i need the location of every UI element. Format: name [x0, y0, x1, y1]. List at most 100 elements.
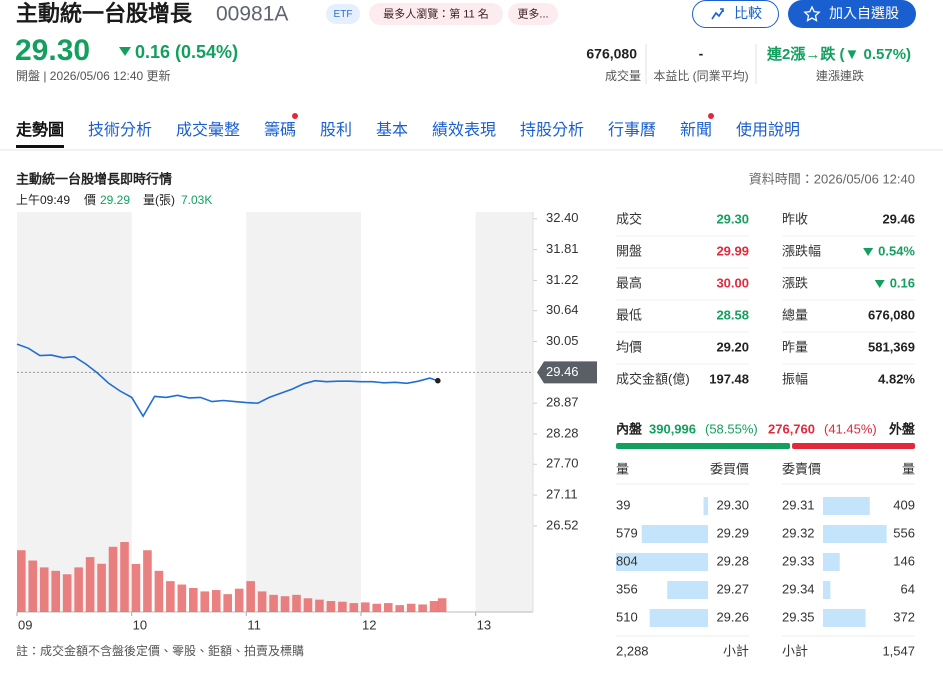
watchlist-label[interactable]: 加入自選股 — [829, 5, 899, 21]
ask-total-label: 小計 — [782, 643, 808, 658]
volume-bar — [326, 601, 336, 612]
volume-bar — [257, 591, 267, 612]
stat-label: 本益比 (同業平均) — [653, 69, 748, 83]
bid-price: 29.29 — [716, 525, 749, 540]
tab[interactable]: 基本 — [376, 121, 408, 139]
stat-label: 連漲連跌 — [816, 68, 864, 83]
inner-pct: (58.55%) — [705, 421, 758, 436]
volume-bar — [303, 598, 313, 612]
rank-pill[interactable]: 最多人瀏覽：第 11 名 — [383, 6, 489, 20]
stat-value: - — [699, 46, 704, 62]
y-tick-label: 28.28 — [546, 425, 579, 440]
watchlist-button[interactable] — [788, 0, 916, 28]
more-pill-bg[interactable] — [508, 3, 558, 25]
y-tick-label: 32.40 — [546, 210, 579, 225]
quote-label: 成交金額(億) — [616, 371, 690, 386]
ask-price: 29.32 — [782, 525, 815, 540]
y-tick-label: 30.64 — [546, 302, 579, 317]
y-tick-label: 31.81 — [546, 241, 579, 256]
y-tick-label: 26.52 — [546, 517, 579, 532]
quote-label: 最高 — [616, 275, 642, 290]
more-pill[interactable]: 更多... — [517, 6, 548, 20]
quote-value: 29.20 — [716, 339, 749, 354]
tab[interactable]: 股利 — [320, 121, 352, 139]
bid-volume: 804 — [616, 553, 638, 568]
ask-bar — [823, 525, 887, 543]
stock-title: 主動統一台股增長 — [16, 1, 193, 26]
quote-label: 總量 — [782, 307, 808, 322]
bid-price: 29.30 — [716, 497, 749, 512]
tab[interactable]: 新聞 — [680, 121, 712, 139]
volume-bar — [429, 601, 439, 612]
compare-label[interactable]: 比較 — [734, 5, 762, 21]
order-header: 量 — [902, 461, 915, 476]
quote-label: 振幅 — [782, 371, 808, 386]
compare-button[interactable] — [692, 0, 779, 28]
volume-bar — [200, 591, 210, 612]
ask-bar — [823, 581, 831, 599]
tab[interactable]: 使用說明 — [736, 121, 800, 139]
volume-bar — [437, 598, 447, 612]
hour-band — [475, 212, 533, 612]
x-tick-label: 12 — [362, 617, 376, 632]
quote-label: 最低 — [616, 307, 642, 322]
tab[interactable]: 成交彙整 — [176, 121, 240, 139]
last-point — [435, 377, 441, 384]
volume-bar — [39, 567, 49, 612]
volume-bar — [349, 603, 359, 612]
volume-bar — [418, 604, 427, 612]
down-icon — [874, 280, 885, 288]
tab[interactable]: 績效表現 — [432, 121, 496, 139]
tab[interactable]: 行事曆 — [608, 121, 656, 139]
rank-pill-bg[interactable] — [369, 3, 503, 25]
outer-label: 外盤 — [889, 421, 915, 436]
volume-bar — [166, 581, 175, 612]
chart-title: 主動統一台股增長即時行情 — [16, 171, 172, 186]
volume-bar — [131, 563, 141, 612]
outer-bar — [792, 443, 915, 449]
volume-bar — [74, 567, 83, 612]
tab[interactable]: 籌碼 — [264, 121, 296, 139]
quote-label: 昨收 — [782, 211, 808, 226]
reference-box — [537, 361, 597, 384]
ask-volume: 146 — [893, 553, 915, 568]
quote-value: 28.58 — [716, 307, 749, 322]
down-icon — [119, 47, 131, 56]
bid-total: 2,288 — [616, 643, 649, 658]
tab[interactable]: 技術分析 — [88, 121, 152, 139]
bid-price: 29.28 — [716, 553, 749, 568]
quote-value: 4.82% — [878, 371, 915, 386]
bid-bar — [616, 553, 708, 571]
quote-label: 開盤 — [616, 243, 642, 258]
quote-value: 0.16 — [890, 275, 915, 290]
volume-bar — [177, 584, 187, 612]
quote-label: 漲跌幅 — [782, 243, 821, 258]
tab-badge — [708, 113, 714, 119]
stat-value: 676,080 — [586, 46, 637, 62]
quote-value: 29.46 — [882, 211, 915, 226]
ask-volume: 64 — [901, 581, 915, 596]
etf-tag-bg — [326, 4, 360, 24]
star-icon — [803, 5, 821, 22]
stat-value: 連2漲→跌 (▼ 0.57%) — [766, 45, 911, 63]
etf-tag: ETF — [334, 9, 353, 20]
tab[interactable]: 走勢圖 — [15, 120, 64, 139]
x-tick-label: 13 — [477, 617, 491, 632]
volume-bar — [51, 570, 60, 612]
ask-price: 29.35 — [782, 609, 815, 624]
volume-bar — [97, 563, 106, 612]
volume-bar — [361, 602, 370, 612]
quote-value: 676,080 — [868, 307, 915, 322]
info-price-label: 價 — [84, 193, 96, 207]
ask-total: 1,547 — [882, 643, 915, 658]
info-price: 29.29 — [100, 193, 130, 207]
x-tick-label: 10 — [133, 617, 147, 632]
volume-bar — [338, 601, 347, 612]
ask-bar — [823, 553, 840, 571]
tab[interactable]: 持股分析 — [520, 120, 584, 139]
quote-label: 成交 — [616, 211, 642, 226]
ask-bar — [823, 497, 870, 515]
bid-bar — [649, 609, 708, 627]
volume-bar — [120, 542, 129, 612]
outer-value: 276,760 — [768, 421, 815, 436]
